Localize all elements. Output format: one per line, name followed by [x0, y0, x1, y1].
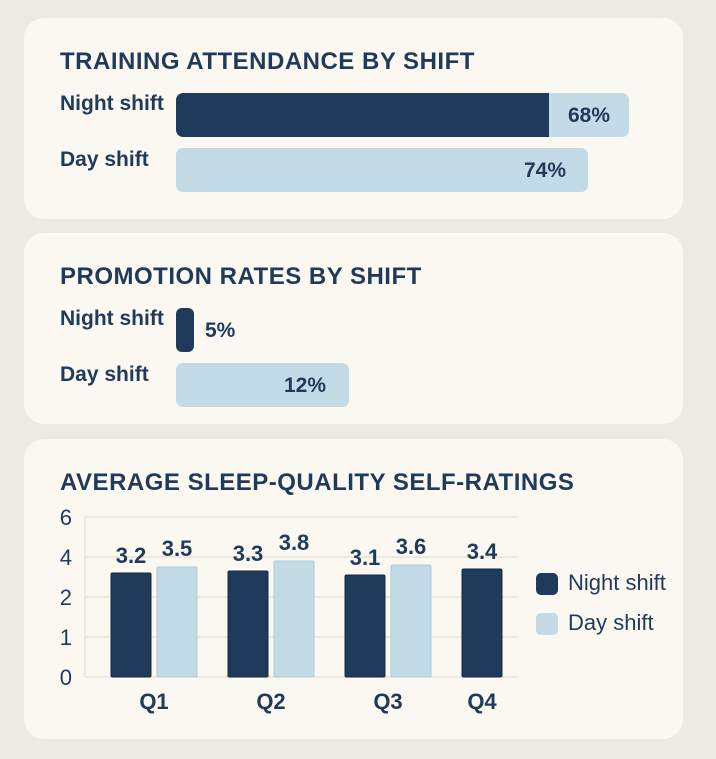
svg-text:3.3: 3.3 — [233, 541, 264, 566]
svg-text:1: 1 — [60, 625, 72, 650]
svg-text:Q4: Q4 — [467, 689, 497, 714]
svg-text:3.5: 3.5 — [162, 536, 193, 561]
svg-text:3.8: 3.8 — [279, 530, 310, 555]
svg-text:Q1: Q1 — [139, 689, 168, 714]
svg-text:6: 6 — [60, 509, 72, 530]
svg-text:Q3: Q3 — [373, 689, 402, 714]
svg-text:2: 2 — [60, 585, 72, 610]
svg-text:4: 4 — [60, 545, 72, 570]
svg-text:3.1: 3.1 — [350, 545, 381, 570]
svg-text:Q2: Q2 — [256, 689, 285, 714]
svg-text:Night shift: Night shift — [568, 570, 666, 595]
svg-text:3.4: 3.4 — [467, 539, 498, 564]
svg-text:3.2: 3.2 — [116, 543, 147, 568]
svg-text:Day shift: Day shift — [568, 610, 654, 635]
svg-text:0: 0 — [60, 665, 72, 690]
svg-text:3.6: 3.6 — [396, 534, 427, 559]
